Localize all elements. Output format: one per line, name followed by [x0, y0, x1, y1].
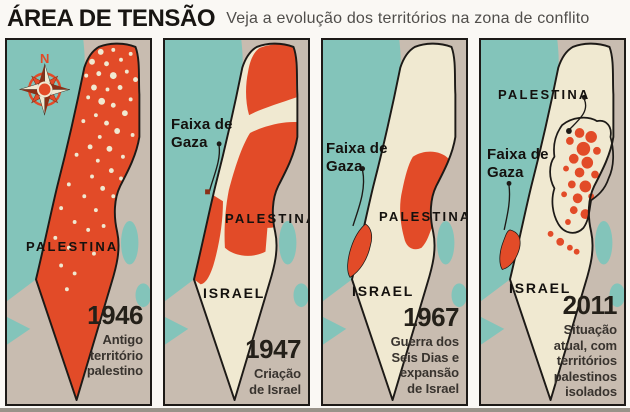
settlement-speckles [53, 47, 138, 292]
gaza-marker [205, 189, 210, 195]
sea-inlet [481, 316, 505, 345]
gaza-label-line1: Faixa de [326, 140, 388, 157]
dead-sea [595, 221, 613, 265]
gaza-strip-region [499, 229, 521, 270]
year-label: 1946 [87, 300, 143, 330]
label-palestina: PALESTINA [26, 239, 119, 254]
caption-line: palestino [86, 363, 143, 378]
gulf-of-aqaba [451, 283, 466, 308]
year-block-1947: 1947 Criação de Israel [245, 336, 301, 397]
caption-line: expansão [399, 365, 459, 380]
label-palestina: PALESTINA [498, 87, 591, 102]
sea-inlet [323, 316, 347, 345]
label-israel: ISRAEL [203, 285, 266, 301]
caption-line: territórios [556, 353, 617, 368]
dead-sea [121, 221, 139, 265]
map-panel-2011: PALESTINA Faixa de Gaza ISRAEL 2011 Situa… [479, 38, 626, 406]
caption-line: Seis Dias e [391, 349, 459, 365]
label-faixa-de-gaza: Faixa de Gaza [487, 146, 549, 182]
map-panel-1967: Faixa de Gaza PALESTINA ISRAEL 1967 Guerr… [321, 38, 468, 406]
sea-inlet [7, 316, 31, 345]
patches-south-of-west-bank [547, 230, 580, 255]
gaza-pointer-line [208, 145, 221, 192]
page-title: ÁREA DE TENSÃO [7, 4, 216, 32]
gaza-pointer-dot [506, 180, 512, 186]
galilee-region [246, 44, 297, 116]
caption-line: Antigo [102, 332, 143, 347]
map-2011 [481, 40, 624, 404]
page-subtitle: Veja a evolução dos territórios na zona … [226, 9, 590, 27]
gulf-of-aqaba [609, 283, 624, 308]
gaza-label-line1: Faixa de [487, 146, 549, 163]
gaza-strip-region [347, 223, 373, 278]
gaza-pointer-dot [216, 141, 222, 147]
caption-line: de Israel [407, 380, 459, 396]
year-block-2011: 2011 Situação atual, com territórios pal… [553, 290, 618, 400]
west-bank-dot [566, 128, 572, 134]
map-1967 [323, 40, 466, 404]
label-palestina: PALESTINA [379, 209, 468, 224]
caption-line: de Israel [249, 381, 301, 397]
gaza-pointer-dot [360, 166, 366, 172]
map-panel-1947: Faixa de Gaza PALESTINA ISRAEL 1947 Criaç… [163, 38, 310, 406]
dead-sea [437, 221, 455, 265]
header: ÁREA DE TENSÃO Veja a evolução dos terri… [0, 0, 630, 37]
map-1946 [7, 40, 150, 404]
caption-line: Guerra dos [390, 334, 459, 349]
gaza-label-line2: Gaza [487, 164, 524, 181]
gulf-of-aqaba [293, 283, 308, 308]
caption-line: palestinos [553, 368, 617, 384]
palestina-pointer-dot [581, 94, 587, 100]
gaza-label-line2: Gaza [326, 158, 363, 175]
label-faixa-de-gaza: Faixa de Gaza [171, 116, 233, 152]
sea-inlet [165, 316, 189, 345]
label-israel: ISRAEL [509, 280, 572, 296]
map-1947 [165, 40, 308, 404]
compass-rose-icon [19, 63, 70, 116]
gaza-pointer-line [352, 170, 365, 227]
year-label: 2011 [562, 290, 618, 320]
year-block-1967: 1967 Guerra dos Seis Dias e expansão de … [390, 302, 460, 396]
year-label: 1967 [403, 302, 459, 332]
gulf-of-aqaba [135, 283, 150, 308]
palestina-pointer-line [569, 99, 587, 130]
caption-line: Situação [563, 322, 617, 337]
label-faixa-de-gaza: Faixa de Gaza [326, 140, 388, 176]
label-israel: ISRAEL [352, 283, 415, 299]
map-panel-1946: N PALESTINA 1946 Antigo território pales… [5, 38, 152, 406]
year-block-1946: 1946 Antigo território palestino [86, 300, 144, 379]
label-palestina: PALESTINA [225, 211, 310, 226]
gaza-label-line2: Gaza [171, 134, 208, 151]
caption-line: território [89, 347, 143, 363]
caption-line: isolados [565, 384, 617, 399]
gaza-strip-region [193, 193, 223, 285]
compass-north-label: N [40, 51, 50, 66]
gaza-pointer-line [503, 185, 511, 231]
bottom-edge-bar [0, 408, 630, 412]
caption-line: atual, com [553, 337, 617, 353]
gaza-label-line1: Faixa de [171, 116, 233, 133]
caption-line: Criação [254, 366, 301, 381]
dead-sea [279, 221, 297, 265]
year-label: 1947 [245, 334, 301, 364]
